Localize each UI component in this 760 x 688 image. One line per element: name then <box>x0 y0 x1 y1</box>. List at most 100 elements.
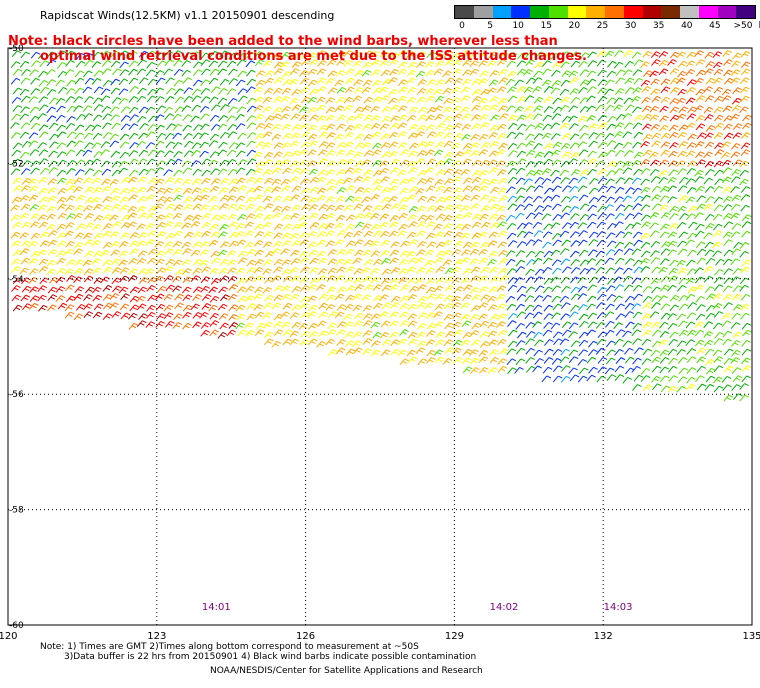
wind-barb <box>704 286 715 294</box>
wind-barb <box>262 268 272 275</box>
wind-barb <box>354 133 365 141</box>
wind-barb <box>479 213 489 221</box>
wind-barb <box>471 104 481 112</box>
wind-barb <box>254 231 265 238</box>
wind-barb <box>642 384 653 392</box>
wind-barb <box>290 293 300 301</box>
wind-barb <box>172 248 183 256</box>
wind-barb <box>397 338 408 346</box>
wind-barb <box>407 331 418 339</box>
legend-unit-label: knots <box>759 21 760 31</box>
wind-barb <box>568 195 579 203</box>
wind-barb <box>542 204 552 212</box>
wind-barb <box>721 375 732 383</box>
wind-barb <box>118 250 129 258</box>
wind-barb <box>569 231 580 238</box>
wind-barb <box>740 68 751 76</box>
wind-barb <box>597 69 607 77</box>
wind-barb <box>155 77 166 85</box>
wind-barb <box>262 241 273 249</box>
wind-barb <box>219 131 230 139</box>
wind-barb <box>183 196 194 204</box>
wind-barb <box>651 375 661 383</box>
wind-barb <box>623 204 634 212</box>
wind-barb <box>307 197 318 204</box>
wind-barb <box>228 178 239 186</box>
wind-barb <box>238 95 248 103</box>
wind-barb <box>579 259 590 267</box>
wind-barb <box>425 95 436 103</box>
wind-barb <box>182 114 192 121</box>
wind-barb <box>102 284 113 292</box>
wind-barb <box>614 196 624 204</box>
wind-barb <box>379 160 390 168</box>
wind-barb <box>82 149 93 157</box>
wind-barb <box>289 78 299 86</box>
wind-barb <box>488 132 499 139</box>
wind-barb <box>615 329 626 336</box>
wind-barb <box>723 221 734 229</box>
wind-barb <box>586 356 597 364</box>
wind-barb <box>291 167 302 175</box>
wind-barb <box>111 203 121 211</box>
wind-barb <box>262 195 273 203</box>
wind-barb <box>388 150 399 158</box>
wind-barb <box>424 259 435 267</box>
wind-barb <box>496 294 506 301</box>
wind-barb <box>254 258 265 266</box>
wind-barb <box>631 177 642 185</box>
wind-barb <box>713 204 724 212</box>
wind-barb <box>156 105 166 113</box>
wind-barb <box>704 132 714 140</box>
wind-barb <box>507 70 517 78</box>
wind-barb <box>667 177 677 184</box>
wind-barb <box>235 123 246 130</box>
wind-barb <box>379 123 390 131</box>
wind-barb <box>739 178 749 186</box>
wind-barb <box>210 250 220 258</box>
wind-barb <box>649 311 660 319</box>
wind-barb <box>489 276 500 283</box>
wind-barb <box>137 286 148 294</box>
wind-barb <box>415 70 426 78</box>
wind-barb <box>101 178 111 186</box>
wind-barb <box>416 124 427 132</box>
wind-barb <box>56 257 66 265</box>
wind-barb <box>624 356 635 364</box>
wind-barb <box>443 115 453 123</box>
wind-barb <box>397 50 408 57</box>
wind-barb <box>561 321 572 329</box>
wind-barb <box>307 52 318 60</box>
wind-barb <box>390 158 400 166</box>
wind-barb <box>245 60 256 68</box>
wind-barb <box>497 97 508 105</box>
wind-barb <box>75 60 86 68</box>
wind-barb <box>325 97 335 104</box>
wind-barb <box>308 59 319 67</box>
wind-barb <box>308 323 318 330</box>
wind-barb <box>210 104 221 112</box>
wind-barb <box>541 178 552 185</box>
wind-barb <box>667 365 678 373</box>
wind-barb <box>84 250 95 258</box>
wind-barb <box>352 331 363 339</box>
wind-barb <box>740 194 751 201</box>
wind-barb <box>659 115 669 123</box>
wind-barb <box>471 78 482 86</box>
wind-barb <box>217 149 227 157</box>
wind-barb <box>362 304 373 312</box>
wind-barb <box>622 113 633 120</box>
wind-barb <box>30 51 41 59</box>
wind-barb <box>21 68 31 76</box>
wind-barb <box>172 113 182 121</box>
wind-barb <box>64 311 75 319</box>
wind-barb <box>74 259 85 267</box>
wind-barb <box>219 194 230 202</box>
wind-barb <box>273 151 283 159</box>
wind-barb <box>676 70 687 78</box>
wind-barb <box>613 61 624 69</box>
wind-barb <box>199 194 210 202</box>
wind-barb <box>570 293 581 301</box>
wind-barb <box>11 50 22 58</box>
wind-barb <box>597 185 608 193</box>
